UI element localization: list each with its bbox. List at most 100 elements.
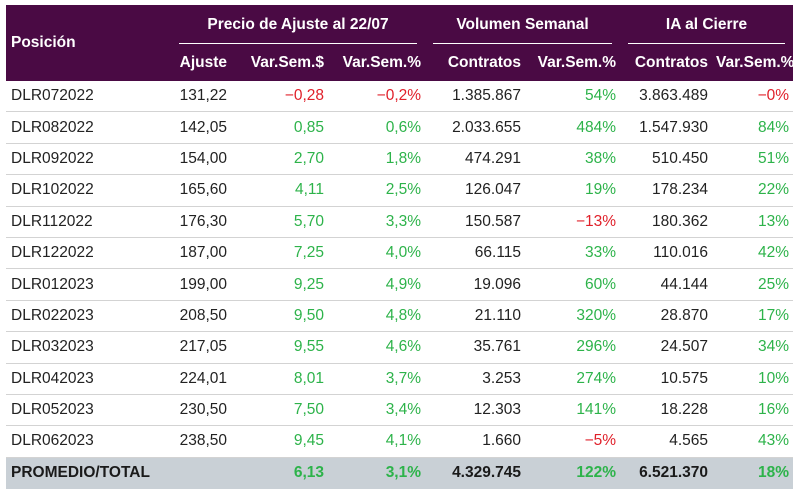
cell-position: DLR062023	[6, 425, 171, 458]
table-row: DLR032023 217,05 9,55 4,6% 35.761 296% 24.507 3…	[6, 331, 794, 364]
table-header: Posición Precio de Ajuste al 22/07 Volum…	[6, 5, 794, 81]
cell-ajuste	[171, 457, 231, 489]
cell-oi-contratos: 18.228	[620, 394, 713, 427]
header-group-oi: IA al Cierre	[620, 5, 794, 44]
divider	[433, 43, 613, 44]
cell-var-sem-dollar: 9,25	[231, 268, 328, 301]
cell-contratos: 3.253	[425, 363, 526, 395]
cell-var-sem-dollar: 7,50	[231, 394, 328, 427]
cell-position: DLR012023	[6, 268, 171, 301]
cell-position: DLR032023	[6, 331, 171, 364]
cell-var-sem-dollar: 9,50	[231, 300, 328, 333]
header-group-oi-label: IA al Cierre	[665, 15, 748, 33]
cell-ajuste: 131,22	[171, 81, 231, 113]
cell-var-sem-dollar: 0,85	[231, 111, 328, 144]
cell-ajuste: 230,50	[171, 394, 231, 427]
cell-ajuste: 142,05	[171, 111, 231, 144]
cell-oi-contratos: 180.362	[620, 206, 713, 238]
cell-var-sem-dollar: −0,28	[231, 81, 328, 113]
cell-var-sem-dollar: 2,70	[231, 143, 328, 176]
cell-oi-var-pct: 18%	[712, 457, 794, 489]
header-group-price-label: Precio de Ajuste al 22/07	[207, 15, 389, 33]
cell-position: DLR082022	[6, 111, 171, 144]
table-row: DLR092022 154,00 2,70 1,8% 474.291 38% 510.450…	[6, 143, 794, 176]
cell-ajuste: 224,01	[171, 363, 231, 395]
cell-var-sem-pct: 3,4%	[328, 394, 426, 427]
cell-var-sem-dollar: 9,55	[231, 331, 328, 364]
cell-contratos: 1.385.867	[425, 81, 526, 113]
cell-position: DLR092022	[6, 143, 171, 176]
cell-var-sem-pct: 3,1%	[328, 457, 426, 489]
cell-var-sem-dollar: 6,13	[231, 457, 328, 489]
cell-var-sem-dollar: 7,25	[231, 237, 328, 270]
cell-contratos: 19.096	[425, 268, 526, 301]
cell-contratos: 35.761	[425, 331, 526, 364]
table-row: DLR122022 187,00 7,25 4,0% 66.115 33% 110.016 4…	[6, 237, 794, 270]
table-row: DLR102022 165,60 4,11 2,5% 126.047 19% 178.234…	[6, 174, 794, 207]
cell-ajuste: 165,60	[171, 174, 231, 207]
cell-ajuste: 199,00	[171, 268, 231, 301]
header-contratos: Contratos	[425, 44, 526, 81]
cell-var-sem-pct: 2,5%	[328, 174, 426, 207]
cell-var-sem-dollar: 8,01	[231, 363, 328, 395]
cell-oi-var-pct: 22%	[712, 174, 794, 207]
table-row: DLR062023 238,50 9,45 4,1% 1.660 −5% 4.565 43%	[6, 425, 794, 458]
cell-var-sem-pct: 4,0%	[328, 237, 426, 270]
cell-vol-var-pct: 296%	[525, 331, 621, 364]
cell-contratos: 4.329.745	[425, 457, 526, 489]
cell-contratos: 21.110	[425, 300, 526, 333]
table-row: DLR042023 224,01 8,01 3,7% 3.253 274% 10.575 10…	[6, 363, 794, 395]
header-ajuste: Ajuste	[171, 44, 231, 81]
cell-vol-var-pct: 141%	[525, 394, 621, 427]
divider	[179, 43, 418, 44]
futures-table: Posición Precio de Ajuste al 22/07 Volum…	[6, 5, 794, 489]
cell-position: DLR102022	[6, 174, 171, 207]
cell-oi-var-pct: 84%	[712, 111, 794, 144]
cell-oi-var-pct: 42%	[712, 237, 794, 270]
cell-oi-var-pct: 10%	[712, 363, 794, 395]
cell-vol-var-pct: 484%	[525, 111, 621, 144]
header-oi-contratos: Contratos	[620, 44, 713, 81]
cell-vol-var-pct: 38%	[525, 143, 621, 176]
cell-oi-contratos: 110.016	[620, 237, 713, 270]
table-row: DLR012023 199,00 9,25 4,9% 19.096 60% 44.144 25…	[6, 268, 794, 301]
cell-ajuste: 217,05	[171, 331, 231, 364]
cell-var-sem-pct: 0,6%	[328, 111, 426, 144]
total-row: PROMEDIO/TOTAL 6,13 3,1% 4.329.745 122% 6.521…	[6, 457, 794, 489]
header-group-volume-label: Volumen Semanal	[456, 15, 589, 33]
header-group-volume: Volumen Semanal	[425, 5, 621, 44]
cell-var-sem-pct: 4,1%	[328, 425, 426, 458]
cell-oi-var-pct: 25%	[712, 268, 794, 301]
cell-var-sem-pct: 3,7%	[328, 363, 426, 395]
cell-oi-contratos: 1.547.930	[620, 111, 713, 144]
cell-var-sem-pct: 3,3%	[328, 206, 426, 238]
cell-var-sem-pct: −0,2%	[328, 81, 426, 113]
cell-ajuste: 238,50	[171, 425, 231, 458]
cell-oi-var-pct: 51%	[712, 143, 794, 176]
cell-oi-contratos: 28.870	[620, 300, 713, 333]
cell-oi-contratos: 44.144	[620, 268, 713, 301]
cell-vol-var-pct: 122%	[525, 457, 621, 489]
divider	[628, 43, 786, 44]
cell-contratos: 12.303	[425, 394, 526, 427]
cell-vol-var-pct: 60%	[525, 268, 621, 301]
cell-ajuste: 208,50	[171, 300, 231, 333]
cell-oi-contratos: 24.507	[620, 331, 713, 364]
cell-var-sem-dollar: 5,70	[231, 206, 328, 238]
table-row: DLR022023 208,50 9,50 4,8% 21.110 320% 28.870 1…	[6, 300, 794, 333]
cell-oi-contratos: 6.521.370	[620, 457, 713, 489]
header-group-price: Precio de Ajuste al 22/07	[171, 5, 426, 44]
cell-vol-var-pct: 33%	[525, 237, 621, 270]
cell-ajuste: 176,30	[171, 206, 231, 238]
cell-var-sem-dollar: 9,45	[231, 425, 328, 458]
table-row: DLR052023 230,50 7,50 3,4% 12.303 141% 18.228 1…	[6, 394, 794, 427]
cell-vol-var-pct: 274%	[525, 363, 621, 395]
cell-oi-var-pct: 13%	[712, 206, 794, 238]
cell-vol-var-pct: 54%	[525, 81, 621, 113]
cell-ajuste: 154,00	[171, 143, 231, 176]
table-row: DLR112022 176,30 5,70 3,3% 150.587 −13% 180.36…	[6, 206, 794, 238]
cell-var-sem-pct: 1,8%	[328, 143, 426, 176]
cell-oi-var-pct: 34%	[712, 331, 794, 364]
cell-position: DLR022023	[6, 300, 171, 333]
cell-oi-var-pct: 43%	[712, 425, 794, 458]
